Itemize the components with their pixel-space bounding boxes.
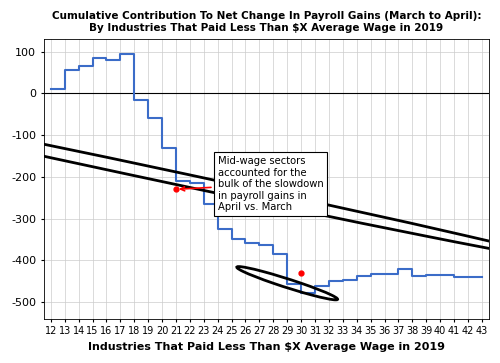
X-axis label: Industries That Paid Less Than $X Average Wage in 2019: Industries That Paid Less Than $X Averag… [88, 342, 445, 352]
Title: Cumulative Contribution To Net Change In Payroll Gains (March to April):
By Indu: Cumulative Contribution To Net Change In… [52, 11, 481, 33]
Text: Mid-wage sectors
accounted for the
bulk of the slowdown
in payroll gains in
Apri: Mid-wage sectors accounted for the bulk … [180, 156, 324, 212]
